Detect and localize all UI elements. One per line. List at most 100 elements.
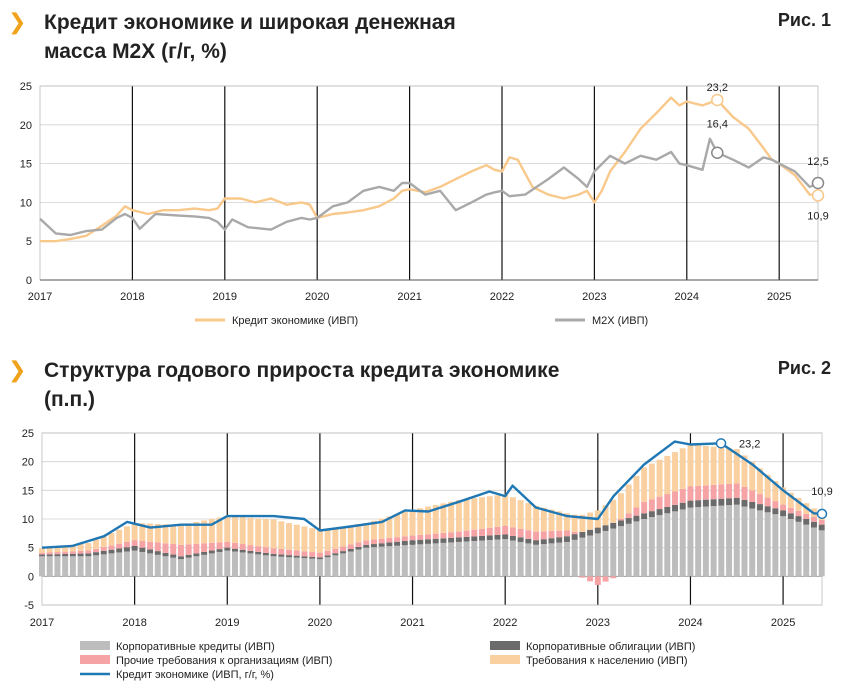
bar-other-claims <box>818 520 825 525</box>
bar-household <box>278 521 285 550</box>
bar-other-claims <box>162 543 169 553</box>
bar-corp-loans <box>394 545 401 577</box>
bar-corp-bonds <box>687 500 694 508</box>
bar-household <box>556 511 563 531</box>
bar-corp-bonds <box>548 538 555 544</box>
bar-corp-bonds <box>247 550 254 554</box>
bar-household <box>656 459 663 497</box>
bar-corp-bonds <box>726 498 733 506</box>
bar-corp-bonds <box>633 515 640 522</box>
bar-corp-bonds <box>679 502 686 510</box>
bar-corp-loans <box>54 556 61 577</box>
bar-other-claims <box>795 510 802 517</box>
bar-corp-loans <box>602 530 609 577</box>
bar-household <box>62 545 69 552</box>
bar-corp-bonds <box>123 547 130 552</box>
y-tick-label: 20 <box>22 457 34 469</box>
bar-corp-loans <box>177 559 184 577</box>
bar-corp-bonds <box>193 553 200 557</box>
bar-corp-loans <box>386 546 393 577</box>
x-tick-label: 2023 <box>582 291 606 303</box>
bar-household <box>347 525 354 545</box>
bar-corp-loans <box>787 518 794 577</box>
fig2-title-line1: Структура годового прироста кредита экон… <box>44 359 560 382</box>
bar-corp-bonds <box>672 504 678 512</box>
y-tick-label: 10 <box>22 514 34 526</box>
bar-corp-loans <box>463 541 470 577</box>
bar-other-claims <box>563 530 570 537</box>
legend-swatch-household <box>490 655 520 664</box>
legend-label-m2x: M2X (ИВП) <box>592 315 648 327</box>
bar-household <box>239 517 246 545</box>
bar-other-claims <box>340 546 347 552</box>
bar-other-claims <box>216 542 223 550</box>
bar-household <box>232 516 238 543</box>
bar-corp-loans <box>726 505 733 577</box>
bar-corp-bonds <box>517 537 524 542</box>
bar-household <box>378 518 385 539</box>
bar-corp-loans <box>39 556 45 577</box>
bar-corp-loans <box>262 555 269 577</box>
bar-corp-loans <box>641 519 648 577</box>
bar-corp-loans <box>154 554 161 577</box>
bar-other-claims <box>332 548 339 554</box>
bar-corp-bonds <box>710 499 717 507</box>
bar-household <box>787 492 794 508</box>
bar-corp-loans <box>316 559 323 577</box>
bar-corp-loans <box>656 515 663 577</box>
bar-other-claims <box>471 529 478 537</box>
y-tick-label: 0 <box>26 275 32 287</box>
x-tick-label: 2020 <box>308 617 332 629</box>
bar-other-claims <box>363 540 370 545</box>
bar-other-claims <box>432 533 439 539</box>
bar-corp-loans <box>818 530 825 577</box>
bar-corp-bonds <box>316 557 323 560</box>
bar-other-claims <box>247 545 254 551</box>
bar-household <box>587 512 594 530</box>
bar-other-claims <box>425 534 431 540</box>
bar-corp-bonds <box>131 545 138 551</box>
chevron-right-icon: ❯ <box>8 358 27 383</box>
x-tick-label: 2021 <box>397 291 421 303</box>
bar-corp-loans <box>208 553 215 577</box>
bar-corp-bonds <box>764 506 771 513</box>
bar-corp-bonds <box>525 538 532 544</box>
y-tick-label: 20 <box>20 120 32 132</box>
bar-corp-loans <box>718 505 725 577</box>
bar-corp-loans <box>347 551 354 577</box>
bar-corp-bonds <box>587 529 594 536</box>
bar-corp-bonds <box>803 518 810 525</box>
bar-corp-loans <box>62 556 69 577</box>
bar-corp-bonds <box>417 539 424 545</box>
bar-corp-bonds <box>93 552 100 556</box>
bar-other-claims <box>810 516 817 522</box>
bar-other-claims <box>201 543 208 552</box>
credit-last-label: 10,9 <box>807 210 828 222</box>
bar-other-claims <box>756 494 763 505</box>
bar-household <box>533 505 540 532</box>
bar-household <box>494 495 501 527</box>
y-tick-label: 25 <box>22 428 34 440</box>
fig2-title: Структура годового прироста кредита экон… <box>44 356 559 414</box>
bar-corp-bonds <box>363 544 370 548</box>
bar-other-claims <box>780 504 787 511</box>
bar-corp-loans <box>594 533 601 577</box>
bar-corp-bonds <box>177 556 184 560</box>
bar-corp-bonds <box>170 554 177 558</box>
bar-other-claims <box>93 548 100 553</box>
bar-household <box>726 448 733 484</box>
bar-corp-bonds <box>85 553 92 557</box>
bar-other-claims <box>139 540 146 548</box>
bar-household <box>633 476 640 508</box>
bar-corp-loans <box>471 540 478 577</box>
bar-household <box>625 484 632 514</box>
bar-corp-bonds <box>741 499 748 507</box>
bar-other-claims <box>587 576 594 582</box>
bar-corp-bonds <box>540 539 547 545</box>
bar-corp-bonds <box>270 553 277 557</box>
legend-swatch-other-claims <box>80 655 110 664</box>
bar-other-claims <box>448 532 455 538</box>
bar-corp-loans <box>69 556 76 577</box>
m2x-peak-label: 16,4 <box>707 119 728 131</box>
bar-other-claims <box>764 497 771 507</box>
